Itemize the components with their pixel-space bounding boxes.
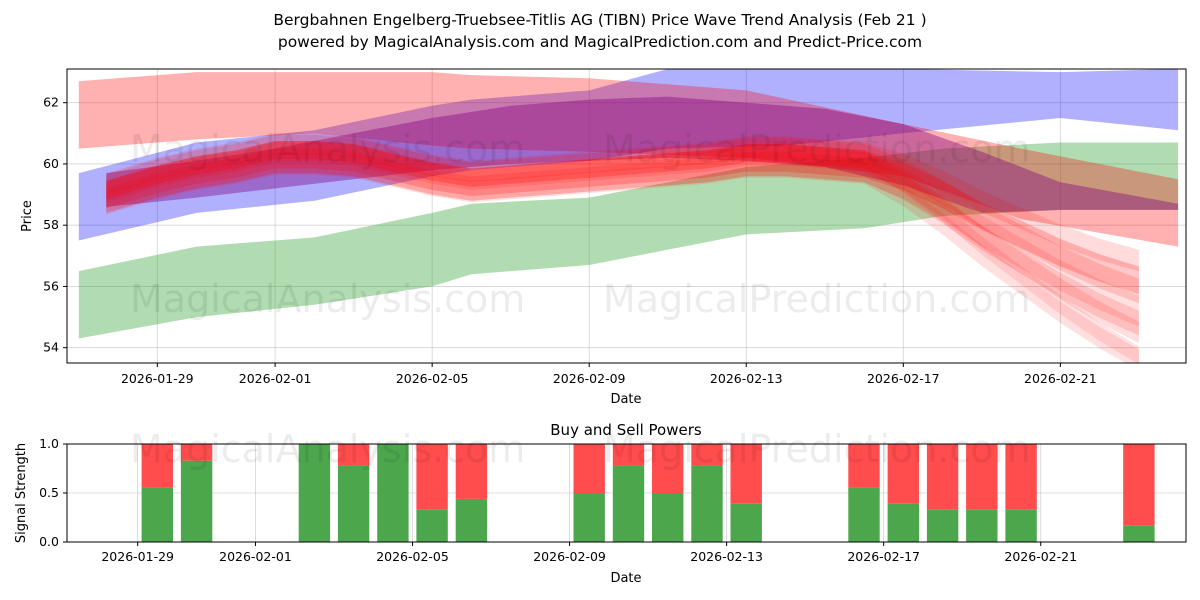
main-title-line1: Bergbahnen Engelberg-Truebsee-Titlis AG … — [273, 11, 926, 29]
buy-bar — [377, 444, 409, 542]
sell-bar — [455, 444, 488, 499]
price-y-tick-label: 62 — [43, 95, 59, 110]
buy-sell-chart: Buy and Sell Powers MagicalAnalysis.com … — [14, 421, 1187, 586]
price-x-tick-label: 2026-02-13 — [710, 371, 783, 386]
signal-y-ticks: 0.0 0.5 1.0 — [39, 436, 67, 549]
buy-bar — [887, 503, 919, 542]
price-bands — [78, 69, 1179, 339]
sell-bar — [416, 444, 448, 510]
wave-band-5 — [106, 153, 1139, 363]
purple-band — [106, 96, 1179, 213]
price-x-tick-label: 2026-02-09 — [553, 371, 626, 386]
red-band — [78, 72, 1179, 247]
wave-band-2 — [106, 134, 1139, 304]
sell-bar — [691, 444, 723, 466]
buy-bar — [966, 509, 998, 542]
sell-bar — [573, 444, 605, 493]
sell-bar — [180, 444, 213, 461]
watermarks-top: MagicalAnalysis.com MagicalPrediction.co… — [130, 127, 1031, 321]
price-waves — [106, 133, 1139, 363]
price-y-tick-label: 58 — [43, 217, 59, 232]
blue-band — [78, 69, 1179, 241]
buy-bar — [337, 465, 370, 542]
buy-bar — [416, 509, 448, 542]
watermark-1: MagicalAnalysis.com — [130, 127, 525, 171]
buy-bar — [926, 509, 959, 542]
signal-y-tick-label: 0.0 — [39, 534, 59, 549]
sell-bar — [1123, 444, 1155, 526]
signal-x-tick-label: 2026-02-17 — [847, 549, 920, 564]
price-wave-chart: MagicalAnalysis.com MagicalPrediction.co… — [20, 68, 1187, 407]
sell-bar — [612, 444, 645, 466]
wave-band-7 — [106, 142, 1139, 327]
sell-bar — [141, 444, 173, 488]
watermark-2: MagicalPrediction.com — [603, 127, 1031, 171]
price-x-label: Date — [610, 392, 641, 407]
watermark-3: MagicalAnalysis.com — [130, 277, 525, 321]
buy-bar — [180, 460, 213, 542]
green-band — [78, 142, 1179, 339]
signal-x-tick-label: 2026-02-05 — [376, 549, 449, 564]
price-y-label: Price — [20, 200, 35, 232]
price-x-tick-label: 2026-02-17 — [867, 371, 940, 386]
buy-bar — [455, 498, 488, 542]
signal-x-label: Date — [610, 571, 641, 586]
sell-bar — [926, 444, 959, 510]
signal-x-ticks: 2026-01-29 2026-02-01 2026-02-05 2026-02-09… — [101, 542, 1077, 564]
signal-bars — [141, 444, 1155, 542]
price-x-tick-label: 2026-02-21 — [1024, 371, 1097, 386]
watermarks-bottom: MagicalAnalysis.com MagicalPrediction.co… — [130, 427, 1031, 471]
buy-sell-title: Buy and Sell Powers — [550, 421, 702, 439]
watermark-6: MagicalPrediction.com — [603, 427, 1031, 471]
signal-x-tick-label: 2026-02-09 — [533, 549, 606, 564]
sell-bar — [887, 444, 919, 504]
watermark-4: MagicalPrediction.com — [603, 277, 1031, 321]
buy-bar — [652, 493, 684, 542]
price-x-tick-label: 2026-01-29 — [121, 371, 194, 386]
price-y-tick-label: 56 — [43, 278, 59, 293]
sell-bar — [1005, 444, 1037, 510]
signal-y-tick-label: 0.5 — [39, 485, 59, 500]
buy-bar — [612, 465, 645, 542]
buy-bar — [730, 503, 762, 542]
sell-bar — [966, 444, 998, 510]
signal-y-tick-label: 1.0 — [39, 436, 59, 451]
price-x-tick-label: 2026-02-05 — [396, 371, 469, 386]
main-title-line2: powered by MagicalAnalysis.com and Magic… — [278, 33, 922, 51]
price-y-tick-label: 60 — [43, 156, 59, 171]
sell-bar — [730, 444, 762, 504]
price-x-ticks: 2026-01-29 2026-02-01 2026-02-05 2026-02-09… — [121, 363, 1097, 386]
signal-x-tick-label: 2026-01-29 — [101, 549, 174, 564]
wave-band-1 — [106, 141, 1139, 295]
buy-bar — [1005, 509, 1037, 542]
buy-bar — [848, 487, 880, 542]
buy-bar — [141, 487, 173, 542]
price-y-tick-label: 54 — [43, 340, 59, 355]
sell-bar — [652, 444, 684, 493]
signal-x-tick-label: 2026-02-01 — [219, 549, 292, 564]
buy-bar — [573, 493, 605, 542]
signal-y-label: Signal Strength — [14, 443, 29, 543]
signal-x-tick-label: 2026-02-21 — [1004, 549, 1077, 564]
price-axes-frame — [66, 68, 1187, 364]
signal-x-tick-label: 2026-02-13 — [690, 549, 763, 564]
price-x-tick-label: 2026-02-01 — [239, 371, 312, 386]
wave-band-3 — [106, 148, 1139, 336]
price-grid — [67, 69, 1186, 363]
wave-band-8 — [106, 141, 1139, 363]
wave-band-4 — [106, 141, 1139, 344]
wave-band-6 — [106, 133, 1139, 272]
buy-bar — [1123, 525, 1155, 542]
watermark-5: MagicalAnalysis.com — [130, 427, 525, 471]
buy-bar — [691, 465, 723, 542]
price-y-ticks: 54 56 58 60 62 — [43, 95, 67, 355]
buy-bar — [298, 444, 331, 542]
sell-bar — [848, 444, 880, 488]
sell-bar — [337, 444, 370, 466]
